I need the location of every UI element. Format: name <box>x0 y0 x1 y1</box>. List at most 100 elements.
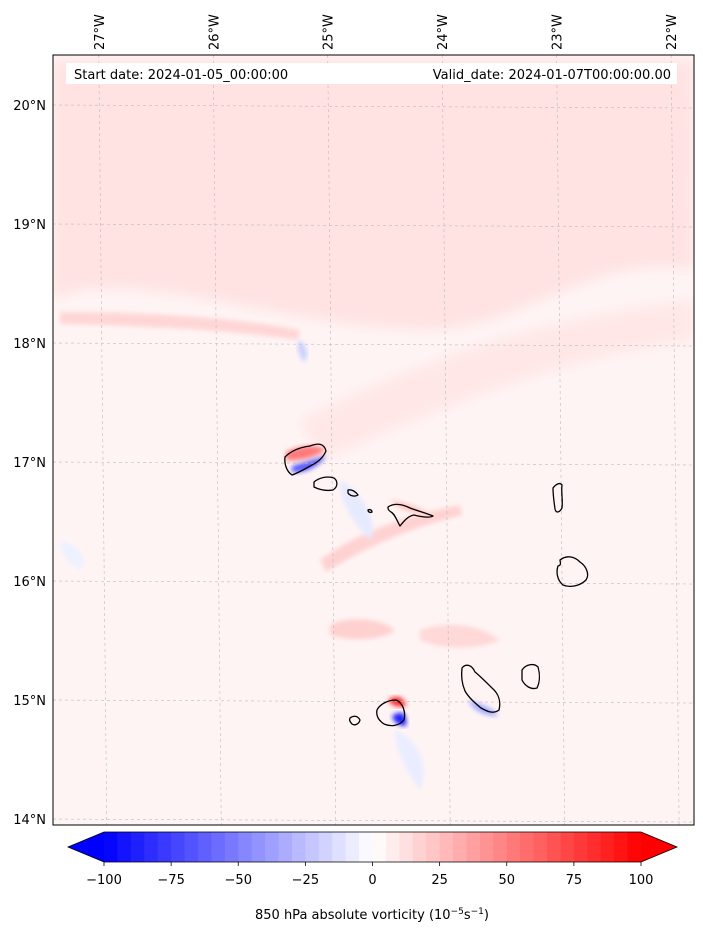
colorbar-cell <box>372 832 387 862</box>
colorbar-cell <box>224 832 239 862</box>
map-panel <box>52 54 695 826</box>
colorbar-tick-label: −50 <box>225 873 252 888</box>
colorbar-cell <box>251 832 266 862</box>
latitude-label: 15°N <box>13 694 46 709</box>
gridline-lon-5 <box>670 55 680 825</box>
colorbar-cell <box>197 832 212 862</box>
colorbar-cell <box>600 832 615 862</box>
colorbar-cell <box>560 832 575 862</box>
island-santiago <box>460 664 501 713</box>
colorbar-cell <box>506 832 521 862</box>
colorbar-label: 850 hPa absolute vorticity (10−5s−1) <box>255 907 489 923</box>
colorbar-tick-label: 75 <box>566 873 583 888</box>
latitude-label: 19°N <box>13 218 46 233</box>
colorbar-cell <box>614 832 629 862</box>
colorbar-cell <box>520 832 535 862</box>
valid-date-label: Valid_date: 2024-01-07T00:00:00.00 <box>433 68 671 83</box>
colorbar-cell <box>426 832 441 862</box>
island-brava <box>348 715 361 726</box>
island-santa-luzia <box>347 489 359 497</box>
vorticity-negative-patch-3 <box>60 540 84 570</box>
colorbar-cell <box>453 832 468 862</box>
colorbar-label-exponent-2: −1 <box>471 907 484 917</box>
colorbar-cell <box>117 832 132 862</box>
gridline-lon-4 <box>556 55 565 825</box>
colorbar-label-unit: s <box>464 908 471 923</box>
colorbar-cell <box>104 832 119 862</box>
island-raso <box>367 508 373 514</box>
date-header-box <box>66 63 677 84</box>
colorbar-cell <box>627 832 642 862</box>
island-sao-nicolau <box>387 503 434 527</box>
colorbar-label-main: 850 hPa absolute vorticity (10 <box>255 908 451 923</box>
colorbar-label-exponent-1: −5 <box>451 907 464 917</box>
gridline-lon-3 <box>441 55 451 825</box>
gridlines <box>53 55 694 825</box>
longitude-label: 22°W <box>665 14 680 50</box>
latitude-label: 16°N <box>13 575 46 590</box>
island-maio <box>521 663 541 690</box>
vorticity-strong-negative-santo-antao <box>292 456 326 473</box>
colorbar-label-end: ) <box>484 908 489 923</box>
date-header: Start date: 2024-01-05_00:00:00 Valid_da… <box>66 63 677 84</box>
latitude-label: 14°N <box>13 813 46 828</box>
longitude-label: 26°W <box>207 14 222 50</box>
colorbar-cell <box>238 832 253 862</box>
colorbar-tick-label: −100 <box>86 873 122 888</box>
gridline-lat-5 <box>53 699 694 704</box>
colorbar-cell <box>345 832 360 862</box>
colorbar: −100 −75 −50 −25 0 25 50 75 100 850 hPa absolute… <box>66 831 679 923</box>
colorbar-cell <box>278 832 293 862</box>
colorbar-cell <box>573 832 588 862</box>
gridline-lat-0 <box>53 104 694 109</box>
longitude-label: 25°W <box>322 14 337 50</box>
gridline-lon-1 <box>212 55 222 825</box>
colorbar-cell <box>385 832 400 862</box>
colorbar-cells <box>104 832 642 862</box>
colorbar-cell <box>466 832 481 862</box>
gridline-lat-2 <box>53 342 694 347</box>
gridline-lon-0 <box>98 55 108 825</box>
colorbar-cell <box>439 832 454 862</box>
colorbar-ticks: −100 −75 −50 −25 0 25 50 75 100 <box>86 862 653 888</box>
colorbar-cell <box>211 832 226 862</box>
colorbar-cell <box>412 832 427 862</box>
colorbar-tick-label: 25 <box>431 873 448 888</box>
gridline-lat-1 <box>53 223 694 228</box>
latitude-label: 20°N <box>13 99 46 114</box>
colorbar-cell <box>399 832 414 862</box>
colorbar-cell <box>493 832 508 862</box>
colorbar-cell <box>547 832 562 862</box>
longitude-label: 23°W <box>551 14 566 50</box>
gridline-lat-3 <box>53 461 694 466</box>
vorticity-negative-patch-1 <box>340 480 373 540</box>
vorticity-patch-south-east <box>420 624 500 648</box>
vorticity-patch-south <box>330 618 395 640</box>
colorbar-extend-high-arrow <box>641 832 677 862</box>
longitude-label: 24°W <box>436 14 451 50</box>
island-fogo <box>376 699 406 727</box>
colorbar-tick-label: 0 <box>368 873 376 888</box>
vorticity-field <box>53 60 694 790</box>
colorbar-cell <box>291 832 306 862</box>
latitude-label: 18°N <box>13 337 46 352</box>
vorticity-band-diagonal <box>300 300 694 460</box>
colorbar-cell <box>184 832 199 862</box>
vorticity-negative-patch-2 <box>395 730 424 790</box>
island-sal <box>552 482 563 513</box>
vorticity-negative-wake <box>297 340 307 362</box>
island-sao-vicente <box>313 476 338 492</box>
vorticity-streak-west <box>60 312 300 340</box>
colorbar-cell <box>171 832 186 862</box>
coastlines <box>284 443 589 727</box>
colorbar-cell <box>144 832 159 862</box>
island-boa-vista <box>556 556 589 587</box>
latitude-label: 17°N <box>13 456 46 471</box>
colorbar-tick-label: −75 <box>157 873 184 888</box>
colorbar-tick-label: 100 <box>629 873 654 888</box>
colorbar-cell <box>332 832 347 862</box>
colorbar-tick-label: −25 <box>292 873 319 888</box>
latitude-labels: 20°N 19°N 18°N 17°N 16°N 15°N 14°N <box>13 99 46 828</box>
colorbar-cell <box>359 832 374 862</box>
